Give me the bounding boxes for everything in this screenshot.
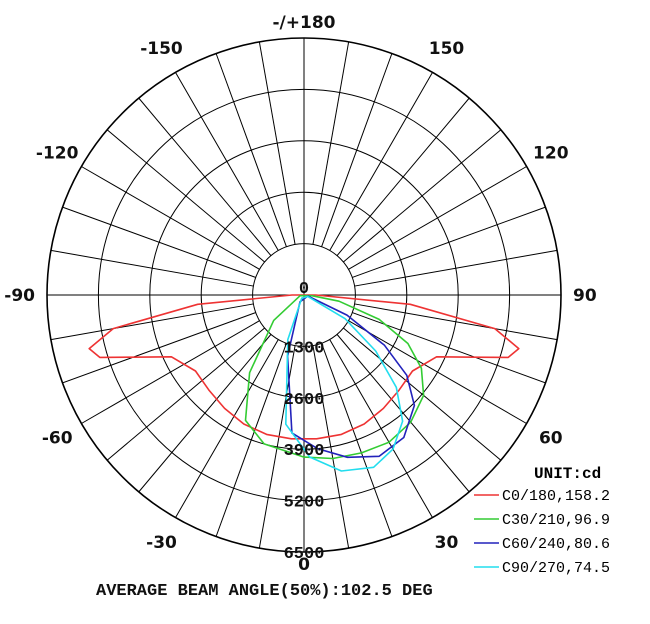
- angle-label-minus-30: -30: [146, 533, 177, 553]
- legend-label-1: C0/180,158.2: [502, 488, 610, 505]
- unit-label: UNIT:cd: [534, 465, 601, 483]
- angle-label-180: -/+180: [273, 13, 336, 33]
- radial-label-0: 0: [299, 280, 309, 299]
- grid-spoke-150: [329, 72, 433, 251]
- grid-spoke-310: [106, 327, 265, 461]
- grid-spoke-30: [329, 339, 433, 518]
- grid-spoke-200: [215, 53, 287, 247]
- radial-label-6500: 6500: [284, 545, 325, 564]
- angle-label-minus-60: -60: [42, 429, 73, 449]
- grid-spoke-290: [62, 312, 256, 384]
- grid-spoke-280: [50, 303, 254, 341]
- angle-label-60: 60: [539, 429, 563, 449]
- grid-spoke-240: [81, 166, 260, 270]
- angle-label-30: 30: [435, 533, 459, 553]
- angle-label-0: 0: [298, 555, 310, 575]
- grid-spoke-330: [175, 339, 279, 518]
- grid-spoke-190: [258, 41, 296, 245]
- angle-label-150: 150: [429, 39, 465, 59]
- grid-spoke-100: [354, 249, 558, 287]
- grid-spoke-140: [336, 97, 470, 256]
- grid-spoke-220: [138, 97, 272, 256]
- legend-label-3: C60/240,80.6: [502, 536, 610, 553]
- curve-series-4: [285, 295, 404, 472]
- angle-label-90: 90: [573, 286, 597, 306]
- angle-label-minus-150: -150: [140, 39, 183, 59]
- grid-spoke-210: [175, 72, 279, 251]
- radial-label-2600: 2600: [284, 391, 325, 410]
- grid-spoke-340: [215, 343, 287, 537]
- radial-label-1300: 1300: [284, 339, 325, 358]
- radial-label-5200: 5200: [284, 494, 325, 513]
- angle-label-120: 120: [533, 144, 569, 164]
- legend-label-4: C90/270,74.5: [502, 560, 610, 577]
- intensity-curves: [88, 294, 520, 472]
- grid-spoke-110: [352, 206, 546, 278]
- curve-series-2: [244, 294, 425, 460]
- grid-spoke-10: [312, 345, 350, 549]
- angle-label-minus-120: -120: [36, 144, 79, 164]
- grid-spoke-170: [312, 41, 350, 245]
- grid-spoke-320: [138, 334, 272, 493]
- average-beam-angle-text: AVERAGE BEAM ANGLE(50%):102.5 DEG: [96, 582, 433, 601]
- legend: UNIT:cd C0/180,158.2 C30/210,96.9 C60/240,…: [474, 465, 610, 577]
- grid-spoke-20: [321, 343, 393, 537]
- grid-spoke-40: [336, 334, 470, 493]
- grid-spoke-60: [348, 320, 527, 424]
- radial-label-3900: 3900: [284, 442, 325, 461]
- grid-spoke-50: [343, 327, 502, 461]
- grid-spoke-300: [81, 320, 260, 424]
- grid-spoke-160: [321, 53, 393, 247]
- legend-label-2: C30/210,96.9: [502, 512, 610, 529]
- radial-tick-labels: 0 1300 2600 3900 5200 6500: [284, 280, 325, 564]
- angle-labels: -/+180 150 -150 120 -120 90 -90 60 -60 30 -30 0: [4, 13, 597, 575]
- grid-spoke-120: [348, 166, 527, 270]
- grid-spoke-260: [50, 249, 254, 287]
- grid-spoke-230: [106, 129, 265, 263]
- angle-label-minus-90: -90: [4, 286, 35, 306]
- grid-spoke-130: [343, 129, 502, 263]
- curve-series-1: [88, 294, 520, 440]
- grid-spoke-80: [354, 303, 558, 341]
- grid-spoke-250: [62, 206, 256, 278]
